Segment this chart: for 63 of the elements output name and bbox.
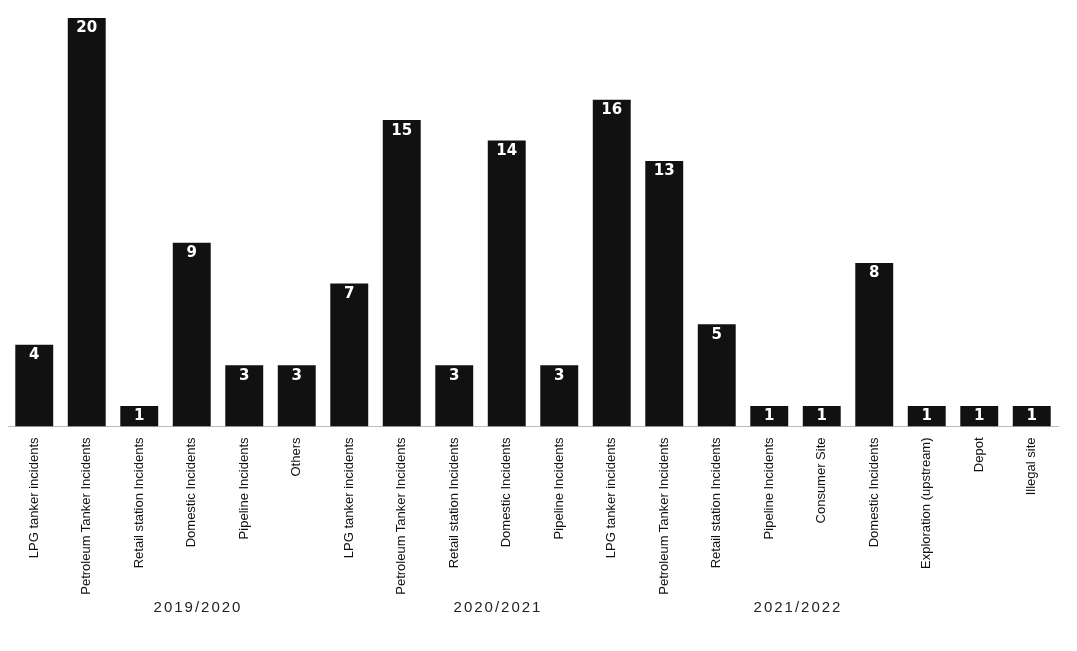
bar (592, 99, 631, 427)
data-label: 3 (239, 365, 250, 384)
data-label: 3 (449, 365, 460, 384)
data-label: 3 (554, 365, 565, 384)
data-label: 8 (869, 263, 880, 282)
bar (487, 140, 526, 427)
data-label: 14 (496, 140, 518, 159)
bar (382, 120, 421, 427)
bar (540, 365, 579, 427)
data-label: 1 (764, 406, 775, 425)
data-label: 16 (601, 100, 623, 119)
bar (435, 365, 474, 427)
x-tick-label: Petroleum Tanker Incidents (78, 436, 94, 595)
x-tick-label: Petroleum Tanker Incidents (393, 436, 409, 595)
data-label: 20 (76, 18, 98, 37)
data-label: 1 (1026, 406, 1037, 425)
data-label: 1 (134, 406, 145, 425)
data-label: 1 (921, 406, 932, 425)
data-label: 4 (29, 345, 40, 364)
bar (330, 283, 369, 427)
bar (67, 18, 106, 427)
bar (855, 263, 894, 427)
x-tick-label: Others (288, 436, 304, 477)
x-tick-label: Domestic Incidents (498, 436, 514, 548)
x-tick-label: Consumer Site (813, 437, 829, 524)
data-label: 1 (816, 406, 827, 425)
data-label: 7 (344, 283, 355, 302)
bar (645, 160, 684, 427)
bar (802, 406, 841, 427)
x-tick-label: Pipeline Incidents (235, 436, 251, 540)
x-tick-label: LPG tanker incidents (603, 436, 619, 559)
data-label: 3 (291, 365, 302, 384)
bar (750, 406, 789, 427)
x-tick-label: Domestic Incidents (183, 436, 199, 548)
x-tick-label: Illegal site (1023, 437, 1039, 496)
bar (1012, 406, 1051, 427)
data-label: 9 (186, 243, 197, 262)
bar (960, 406, 999, 427)
x-tick-label: Retail station Incidents (445, 436, 461, 569)
x-tick-label: Depot (970, 437, 986, 473)
bar (907, 406, 946, 427)
text: 2020/2021 (453, 598, 543, 615)
x-tick-label: Retail station Incidents (130, 436, 146, 569)
x-tick-label: Retail station Incidents (708, 436, 724, 569)
data-label: 1 (974, 406, 985, 425)
x-tick-label: LPG tanker incidents (340, 436, 356, 559)
x-tick-label: LPG tanker incidents (25, 436, 41, 559)
text: 2021/2022 (753, 598, 843, 615)
data-label: 5 (711, 324, 722, 343)
bar (120, 406, 159, 427)
bar (15, 344, 54, 427)
data-label: 15 (391, 120, 413, 139)
x-tick-label: Domestic Incidents (865, 436, 881, 548)
x-tick-label: Petroleum Tanker Incidents (655, 436, 671, 595)
bar (225, 365, 264, 427)
bar (697, 324, 736, 427)
x-tick-label: Pipeline Incidents (550, 436, 566, 540)
x-tick-label: Pipeline Incidents (760, 436, 776, 540)
x-tick-label: Exploration (upstream) (918, 437, 934, 569)
data-label: 13 (653, 161, 675, 180)
bar (172, 242, 211, 427)
bar (277, 365, 316, 427)
text: 2019/2020 (153, 598, 243, 615)
